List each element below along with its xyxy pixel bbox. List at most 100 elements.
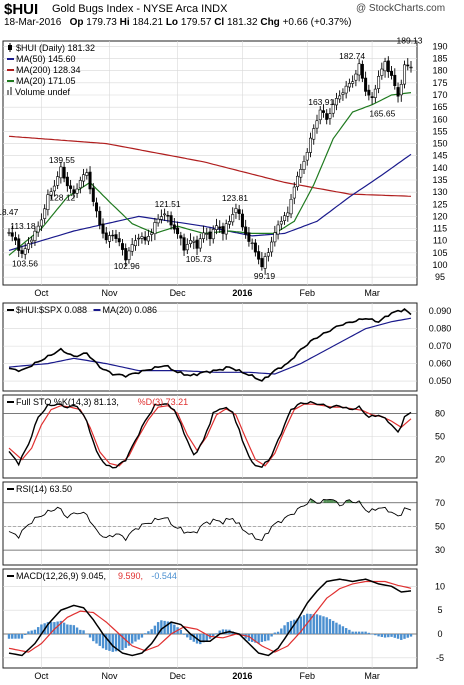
macd-histogram-bar — [205, 634, 208, 641]
candle-body — [214, 225, 218, 230]
volume-bars-icon — [7, 90, 9, 95]
panel-frame-ratio — [2, 302, 418, 392]
candle-body — [260, 258, 264, 268]
macd-histogram-bar — [250, 634, 254, 642]
candle-body — [266, 252, 270, 257]
candle-body — [276, 224, 280, 235]
macd-histogram-bar — [312, 614, 315, 634]
price-annotation: 163.91 — [308, 97, 334, 107]
candle-body — [292, 186, 296, 199]
candle-body — [360, 63, 364, 79]
open-label: Op — [69, 17, 84, 28]
candle-body — [82, 174, 86, 182]
candle-body — [163, 213, 167, 216]
macd-histogram-bar — [7, 634, 11, 639]
price-annotation: 139.55 — [49, 155, 75, 165]
macd-histogram-bar — [137, 634, 140, 640]
candle-body — [257, 251, 261, 260]
macd-histogram-bar — [322, 616, 325, 634]
macd-histogram-bar — [147, 631, 150, 634]
candle-body — [78, 180, 82, 189]
macd-histogram-bar — [30, 630, 33, 634]
x-tick-label: Nov — [101, 671, 118, 681]
candle-body — [166, 215, 170, 217]
candle-body — [208, 231, 212, 240]
macd-histogram-bar — [192, 634, 195, 642]
candle-body — [283, 215, 287, 221]
candle-body — [52, 185, 56, 192]
y-tick-label: -5 — [436, 653, 444, 663]
candle-body — [403, 64, 407, 85]
candle-body — [49, 191, 53, 196]
macd-histogram-bar — [114, 634, 118, 652]
instrument-name: Gold Bugs Index - NYSE Arca INDX — [52, 3, 228, 15]
y-tick-label: 170 — [432, 90, 447, 100]
macd-histogram-bar — [393, 634, 396, 638]
legend-label: 9.590, — [118, 571, 143, 581]
y-tick-label: 115 — [433, 224, 447, 234]
candlestick-icon-body — [8, 45, 12, 50]
panel-macd: -5 0 5 10 MACD(12,26,9) 9.045, 9.590, -0.544 — [2, 568, 445, 669]
candle-body — [227, 221, 231, 225]
candle-body — [159, 216, 163, 220]
macd-histogram-bar — [254, 634, 257, 643]
candle-body — [17, 238, 21, 251]
macd-histogram-bar — [328, 619, 332, 634]
high-value: 184.21 — [132, 17, 164, 28]
macd-histogram-bar — [17, 634, 20, 639]
candle-body — [10, 232, 14, 237]
candle-body — [150, 232, 154, 235]
candle-body — [305, 152, 309, 161]
legend-label: $HUI (Daily) 181.32 — [16, 43, 95, 53]
macd-histogram-bar — [212, 634, 215, 637]
panel-price: 95 100 105 110 115 120 125 130 135 140 145 150 155 16… — [0, 36, 448, 286]
macd-histogram-bar — [118, 634, 121, 651]
macd-histogram-bar — [260, 634, 264, 642]
y-tick-label: 20 — [435, 455, 445, 465]
macd-histogram-bar — [390, 634, 393, 637]
candle-body — [341, 92, 345, 95]
y-tick-label: 140 — [432, 163, 447, 173]
y-tick-label: 110 — [433, 236, 447, 246]
macd-histogram-bar — [33, 629, 37, 634]
close-value: 181.32 — [226, 17, 258, 28]
candle-body — [325, 113, 329, 120]
candle-body — [176, 227, 180, 235]
macd-histogram-bar — [351, 631, 354, 634]
candle-body — [386, 60, 390, 73]
macd-histogram-bar — [357, 631, 361, 634]
price-annotation: 105.73 — [186, 254, 212, 264]
rsi-line — [8, 498, 412, 542]
macd-histogram-bar — [134, 634, 137, 642]
candle-body — [88, 171, 92, 190]
ma200-line — [8, 135, 412, 197]
candle-body — [315, 120, 319, 129]
candle-body — [370, 96, 374, 98]
y-tick-label: 190 — [432, 41, 447, 51]
candle-body — [172, 224, 176, 230]
macd-histogram-bar — [361, 631, 364, 634]
candle-body — [59, 166, 63, 179]
candle-body — [30, 239, 34, 243]
candle-body — [367, 89, 371, 96]
macd-histogram-bar — [309, 613, 312, 634]
y-tick-label: 145 — [432, 151, 447, 161]
y-tick-label: 160 — [432, 114, 447, 124]
candle-body — [91, 187, 95, 202]
candle-body — [221, 226, 225, 234]
macd-histogram-bar — [202, 634, 205, 643]
candle-body — [224, 223, 228, 235]
price-annotation: 103.56 — [12, 258, 38, 268]
macd-histogram-bar — [59, 620, 63, 634]
macd-histogram-bar — [124, 634, 127, 648]
legend-label: $HUI:$SPX 0.088 — [16, 305, 87, 315]
macd-histogram-bar — [383, 634, 387, 638]
candle-body — [192, 240, 196, 243]
macd-histogram-bar — [189, 634, 192, 640]
legend-label: MACD(12,26,9) 9.045, — [16, 571, 106, 581]
macd-histogram-bar — [186, 634, 189, 638]
macd-histogram-bar — [348, 629, 351, 634]
candle-body — [62, 166, 66, 179]
x-tick-label: Mar — [364, 288, 380, 298]
candle-body — [33, 230, 37, 241]
